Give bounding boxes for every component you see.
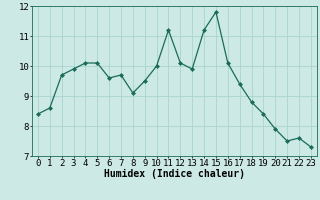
X-axis label: Humidex (Indice chaleur): Humidex (Indice chaleur): [104, 169, 245, 179]
